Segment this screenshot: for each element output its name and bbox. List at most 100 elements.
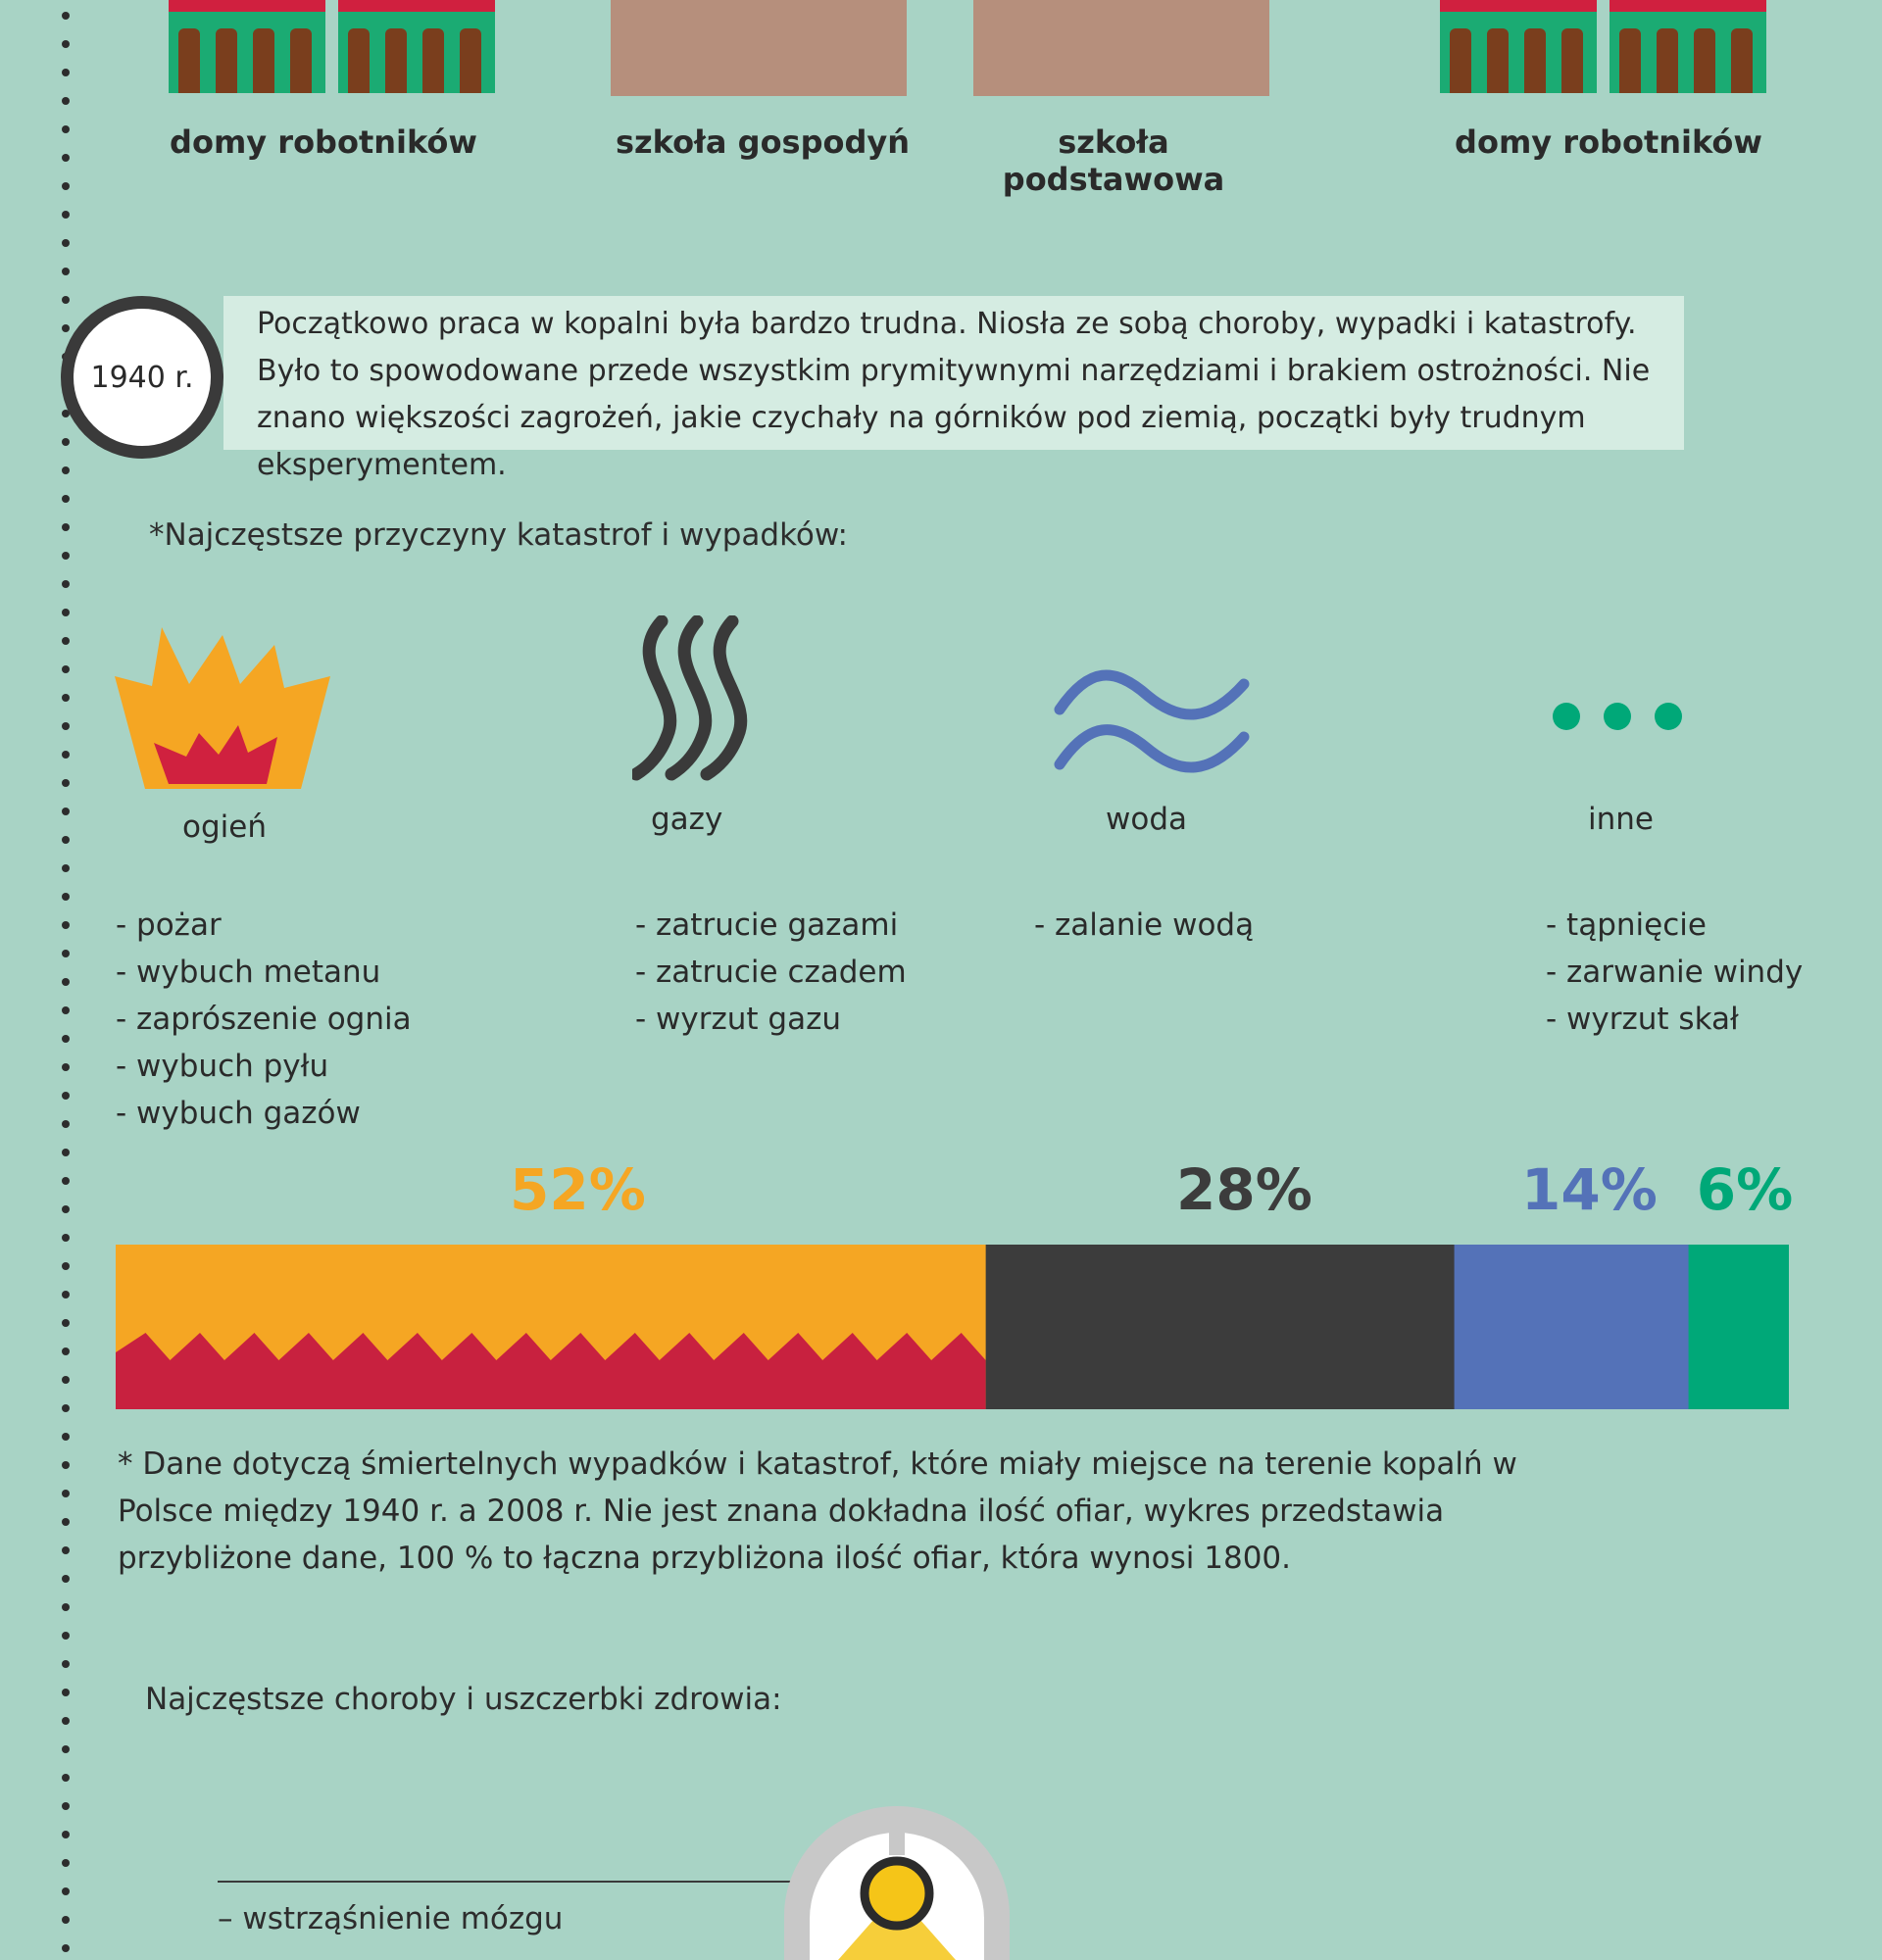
worker-house-icon (1440, 0, 1597, 93)
timeline-dotted-line (62, 0, 74, 1960)
timeline-dot (62, 1234, 70, 1242)
timeline-dot (62, 1831, 70, 1838)
timeline-dot (62, 12, 70, 20)
timeline-dot (62, 978, 70, 986)
timeline-dot (62, 1319, 70, 1327)
timeline-dot (62, 1404, 70, 1412)
timeline-dot (62, 1689, 70, 1696)
timeline-dot (62, 836, 70, 844)
timeline-dot (62, 466, 70, 474)
stacked-bar-chart (116, 1245, 1789, 1409)
list-item: - zarwanie windy (1546, 955, 1804, 990)
gas-icon (632, 615, 748, 781)
timeline-dot (62, 552, 70, 560)
timeline-dot (62, 1461, 70, 1469)
diseases-heading: Najczęstsze choroby i uszczerbki zdrowia… (145, 1682, 782, 1717)
timeline-dot (62, 1205, 70, 1213)
timeline-dot (62, 239, 70, 247)
intro-box (223, 296, 1684, 450)
timeline-dot (62, 182, 70, 190)
worker-house-icon (1610, 0, 1766, 93)
timeline-dot (62, 779, 70, 787)
timeline-dot (62, 1774, 70, 1782)
timeline-dot (62, 808, 70, 815)
gas-causes-list: - zatrucie gazami - zatrucie czadem - wy… (635, 902, 907, 1043)
category-label-gas: gazy (651, 802, 723, 837)
timeline-dot (62, 1149, 70, 1156)
year-badge: 1940 r. (61, 296, 223, 459)
other-causes-list: - tąpnięcie - zarwanie windy - wyrzut sk… (1546, 902, 1803, 1043)
worker-house-icon (169, 0, 325, 93)
fire-icon (115, 627, 330, 789)
timeline-dot (62, 1006, 70, 1014)
footnote: * Dane dotyczą śmiertelnych wypadków i k… (118, 1446, 1517, 1576)
timeline-dot (62, 1120, 70, 1128)
timeline-dot (62, 1490, 70, 1497)
timeline-dot (62, 580, 70, 588)
intro-text: Początkowo praca w kopalni była bardzo t… (257, 307, 1651, 482)
timeline-dot (62, 69, 70, 76)
timeline-dot (62, 637, 70, 645)
causes-heading: *Najczęstsze przyczyny katastrof i wypad… (149, 517, 848, 553)
list-item: - wyrzut skał (1546, 1002, 1739, 1037)
bar-segment-woda (1454, 1245, 1690, 1409)
list-item: - zatrucie czadem (635, 955, 907, 990)
miner-helmet-icon (784, 1806, 1010, 1960)
timeline-dot (62, 495, 70, 503)
timeline-dot (62, 1376, 70, 1384)
timeline-dot (62, 296, 70, 304)
timeline-dot (62, 864, 70, 872)
list-item: - zatrucie gazami (635, 907, 899, 943)
disease-item: – wstrząśnienie mózgu (218, 1901, 564, 1936)
timeline-dot (62, 1745, 70, 1753)
building-label: szkoła gospodyń (615, 123, 911, 161)
timeline-dot (62, 1518, 70, 1526)
timeline-dot (62, 1035, 70, 1043)
timeline-dot (62, 1944, 70, 1952)
category-label-water: woda (1106, 802, 1187, 837)
timeline-dot (62, 1546, 70, 1554)
timeline-dot (62, 1717, 70, 1725)
building-label: szkoła podstawowa (1002, 123, 1225, 198)
fire-causes-list: - pożar - wybuch metanu - zaprószenie og… (116, 902, 412, 1137)
timeline-dot (62, 1433, 70, 1441)
water-icon (1054, 669, 1250, 773)
timeline-dot (62, 1291, 70, 1298)
timeline-dot (62, 1916, 70, 1924)
list-item: - wyrzut gazu (635, 1002, 842, 1037)
timeline-dot (62, 211, 70, 219)
timeline-dot (62, 1575, 70, 1583)
timeline-dot (62, 268, 70, 275)
timeline-dot (62, 722, 70, 730)
list-item: - wybuch gazów (116, 1096, 361, 1131)
timeline-dot (62, 523, 70, 531)
timeline-dot (62, 1063, 70, 1071)
timeline-dot (62, 125, 70, 133)
timeline-dot (62, 950, 70, 957)
list-item: - zalanie wodą (1034, 907, 1255, 943)
timeline-dot (62, 665, 70, 673)
category-label-other: inne (1588, 802, 1654, 837)
timeline-dot (62, 1632, 70, 1640)
timeline-dot (62, 324, 70, 332)
bar-segment-gazy (985, 1245, 1456, 1409)
timeline-dot (62, 97, 70, 105)
timeline-dot (62, 410, 70, 417)
building-label: domy robotników (170, 123, 477, 161)
timeline-dot (62, 1603, 70, 1611)
ellipsis-icon (1553, 703, 1682, 730)
school-building-icon (611, 0, 907, 96)
list-item: - wybuch metanu (116, 955, 381, 990)
timeline-dot (62, 1092, 70, 1100)
bar-segment-inne (1688, 1245, 1789, 1409)
timeline-dot (62, 921, 70, 929)
timeline-dot (62, 1887, 70, 1895)
timeline-dot (62, 609, 70, 616)
list-item: - pożar (116, 907, 222, 943)
timeline-dot (62, 40, 70, 48)
category-label-fire: ogień (182, 809, 267, 845)
list-item: - tąpnięcie (1546, 907, 1707, 943)
disease-connector-line (218, 1881, 791, 1883)
timeline-dot (62, 154, 70, 162)
water-causes-list: - zalanie wodą (1034, 902, 1254, 949)
